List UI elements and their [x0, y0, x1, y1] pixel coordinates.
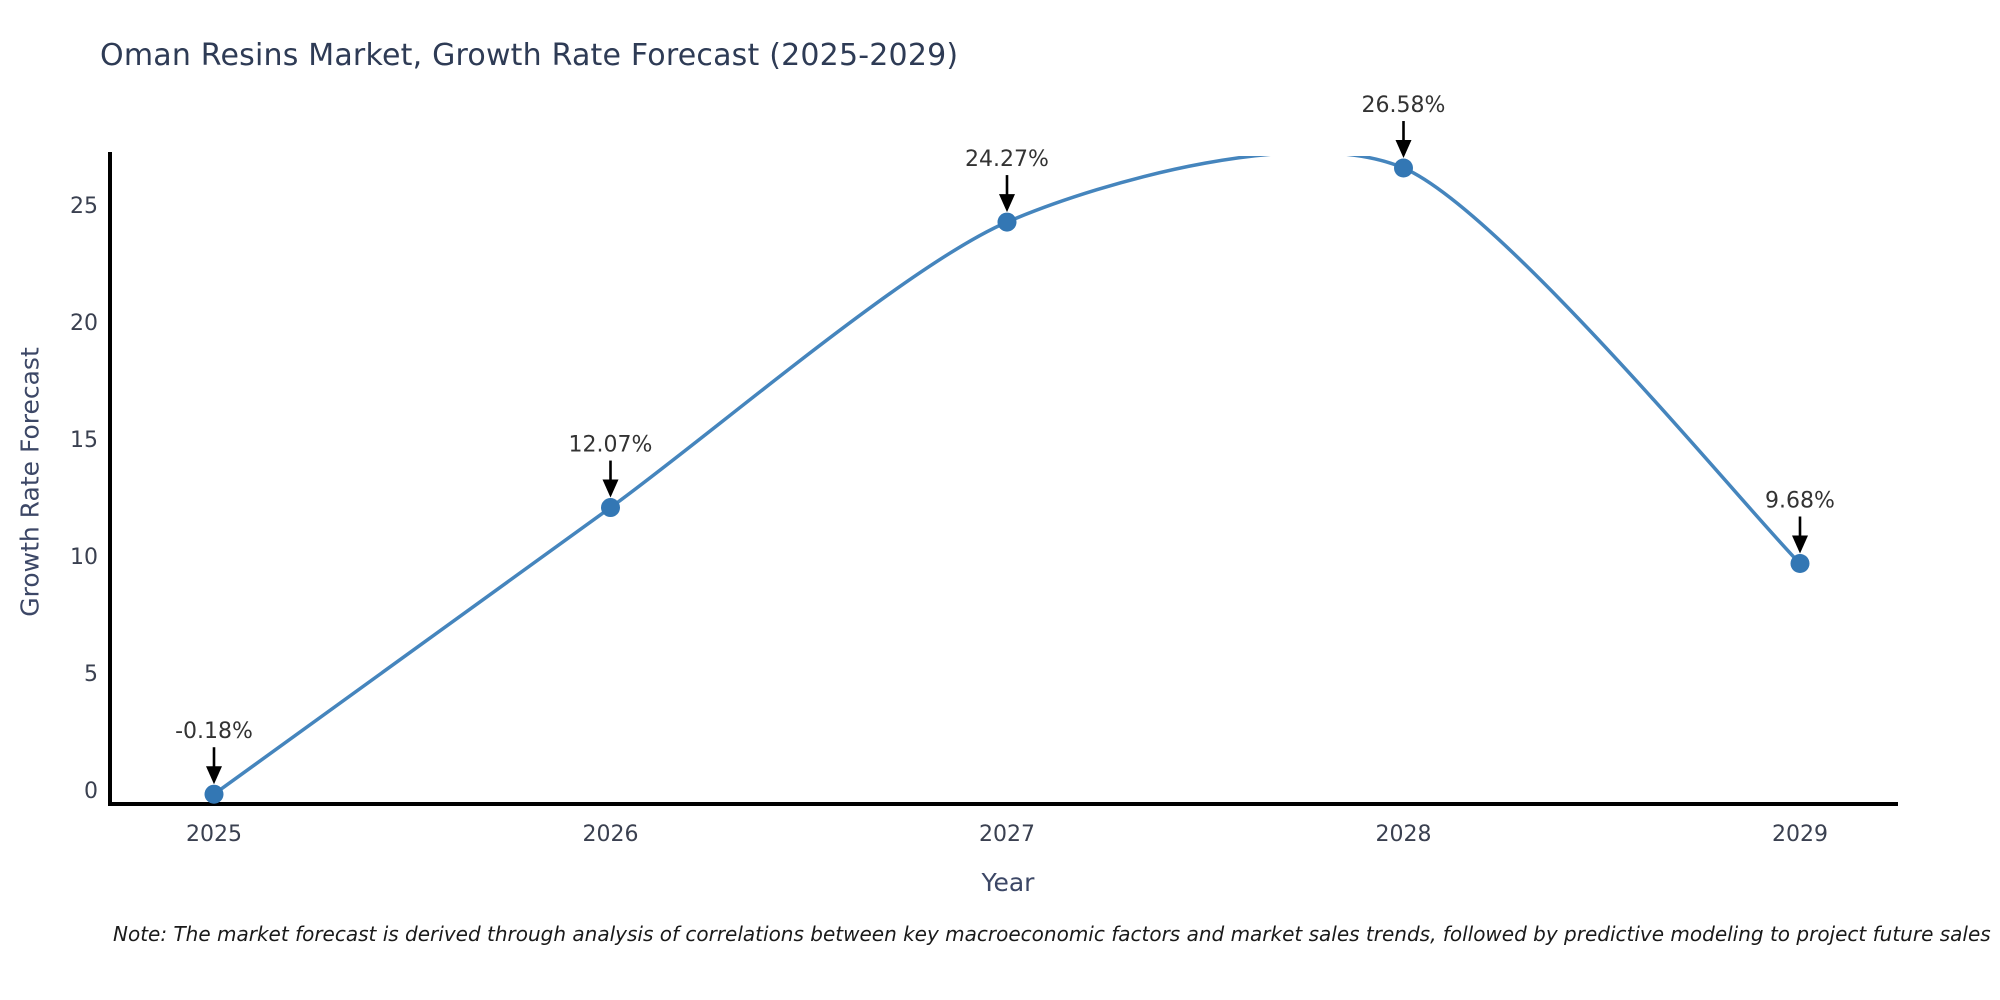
y-tick-label: 0 — [84, 779, 98, 804]
chart-title: Oman Resins Market, Growth Rate Forecast… — [100, 38, 959, 73]
point-annotation: 26.58% — [1362, 93, 1446, 159]
series-line-group — [212, 156, 1802, 796]
y-tick-label: 25 — [70, 194, 98, 219]
data-point-marker — [1790, 553, 1810, 573]
y-tick-label: 10 — [70, 545, 98, 570]
y-tick-label: 20 — [70, 311, 98, 336]
point-annotation: 9.68% — [1765, 488, 1835, 554]
annotation-label: -0.18% — [175, 719, 253, 744]
data-point-marker — [601, 498, 620, 518]
x-tick-label: 2027 — [979, 822, 1035, 847]
annotation-arrow-head — [206, 766, 222, 785]
x-tick-label: 2026 — [583, 822, 639, 847]
x-tick-label: 2025 — [186, 822, 242, 847]
annotation-label: 12.07% — [569, 433, 653, 458]
point-annotation: -0.18% — [175, 719, 253, 785]
x-axis-title: Year — [981, 868, 1035, 897]
y-tick-label: 15 — [70, 428, 98, 453]
annotation-label: 9.68% — [1765, 488, 1835, 513]
footnote: Note: The market forecast is derived thr… — [113, 922, 1991, 946]
spline-line — [212, 156, 1802, 796]
data-point-marker — [997, 212, 1017, 232]
annotation-arrow-head — [1792, 535, 1808, 554]
x-tick-label: 2028 — [1376, 822, 1432, 847]
data-point-marker — [204, 784, 224, 804]
annotation-label: 24.27% — [965, 147, 1049, 172]
x-tick-label: 2029 — [1772, 822, 1828, 847]
annotation-arrow-head — [999, 194, 1015, 213]
point-annotation: 24.27% — [965, 147, 1049, 213]
data-point-marker — [1394, 158, 1413, 178]
annotation-arrow-head — [602, 479, 619, 498]
annotation-arrow-head — [1395, 140, 1412, 159]
annotation-label: 26.58% — [1362, 93, 1446, 118]
point-annotation: 12.07% — [569, 433, 653, 498]
y-tick-label: 5 — [84, 662, 98, 687]
